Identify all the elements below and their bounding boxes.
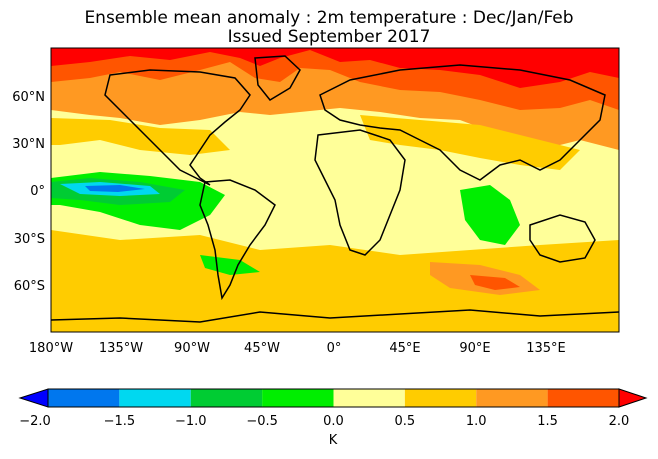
- lon-tick-label: 0°: [327, 341, 342, 356]
- colorbar-tick-label: 1.0: [466, 414, 487, 429]
- colorbar-tick-label: 0.0: [323, 414, 344, 429]
- southern-max-warm: [470, 275, 520, 290]
- colorbar-bin: [547, 389, 619, 407]
- colorbar-tick-label: −1.0: [175, 414, 207, 429]
- lat-axis: 60°N 30°N 0° 30°S 60°S: [12, 90, 45, 294]
- lon-tick-label: 45°W: [244, 341, 280, 356]
- coast-north-america: [104, 69, 251, 186]
- coast-europe-asia: [319, 64, 606, 181]
- coastlines: [51, 55, 619, 323]
- colorbar-bin: [262, 389, 334, 407]
- coast-south-america: [199, 179, 276, 301]
- colorbar-bin: [190, 389, 263, 407]
- coast-antarctica: [51, 309, 619, 323]
- colorbar-tick-label: −0.5: [246, 414, 278, 429]
- lat-tick-label: 60°S: [14, 279, 45, 294]
- colorbar-tick-label: 0.5: [395, 414, 416, 429]
- lon-tick-label: 135°W: [99, 341, 143, 356]
- colorbar-bin: [119, 389, 191, 407]
- anomaly-fields: [51, 48, 619, 332]
- lat-tick-label: 30°S: [14, 232, 45, 247]
- colorbar-unit-label: K: [329, 433, 338, 448]
- colorbar-bins: [47, 388, 620, 408]
- southern-warm-band: [51, 230, 619, 332]
- pacific-cool-core: [85, 185, 145, 192]
- colorbar-tick-label: 2.0: [609, 414, 630, 429]
- antarctic-cool: [200, 255, 260, 275]
- lon-axis: 180°W 135°W 90°W 45°W 0° 45°E 90°E 135°E: [29, 341, 566, 356]
- lat-tick-label: 60°N: [12, 90, 45, 105]
- colorbar-tick-label: −1.5: [104, 414, 136, 429]
- lat-tick-label: 0°: [30, 184, 45, 199]
- coast-australia: [529, 214, 596, 263]
- colorbar-tick-label: 1.5: [537, 414, 558, 429]
- lon-tick-label: 45°E: [389, 341, 420, 356]
- coast-greenland: [254, 55, 301, 101]
- lon-tick-label: 135°E: [526, 341, 566, 356]
- colorbar-over-arrow: [618, 388, 648, 408]
- indian-ocean-cool: [460, 185, 520, 245]
- map-panel: [50, 47, 620, 333]
- colorbar-ticks: −2.0 −1.5 −1.0 −0.5 0.0 0.5 1.0 1.5 2.0: [19, 414, 629, 429]
- lat-tick-label: 30°N: [12, 137, 45, 152]
- arctic-max-warm: [51, 48, 619, 88]
- colorbar: −2.0 −1.5 −1.0 −0.5 0.0 0.5 1.0 1.5 2.0 K: [18, 388, 648, 448]
- north-america-warm: [51, 118, 230, 155]
- map-frame: [50, 47, 620, 333]
- chart-title: Ensemble mean anomaly : 2m temperature :…: [84, 8, 574, 28]
- lon-tick-label: 180°W: [29, 341, 73, 356]
- colorbar-under-arrow: [18, 388, 49, 408]
- coast-africa: [314, 129, 406, 256]
- colorbar-tick-label: −2.0: [19, 414, 51, 429]
- colorbar-bin: [333, 389, 405, 407]
- lon-tick-label: 90°W: [174, 341, 210, 356]
- colorbar-bin: [476, 389, 548, 407]
- lon-tick-label: 90°E: [459, 341, 490, 356]
- colorbar-bin: [48, 389, 120, 407]
- colorbar-bin: [404, 389, 477, 407]
- chart-subtitle: Issued September 2017: [227, 27, 431, 47]
- eurasia-warm: [360, 115, 580, 170]
